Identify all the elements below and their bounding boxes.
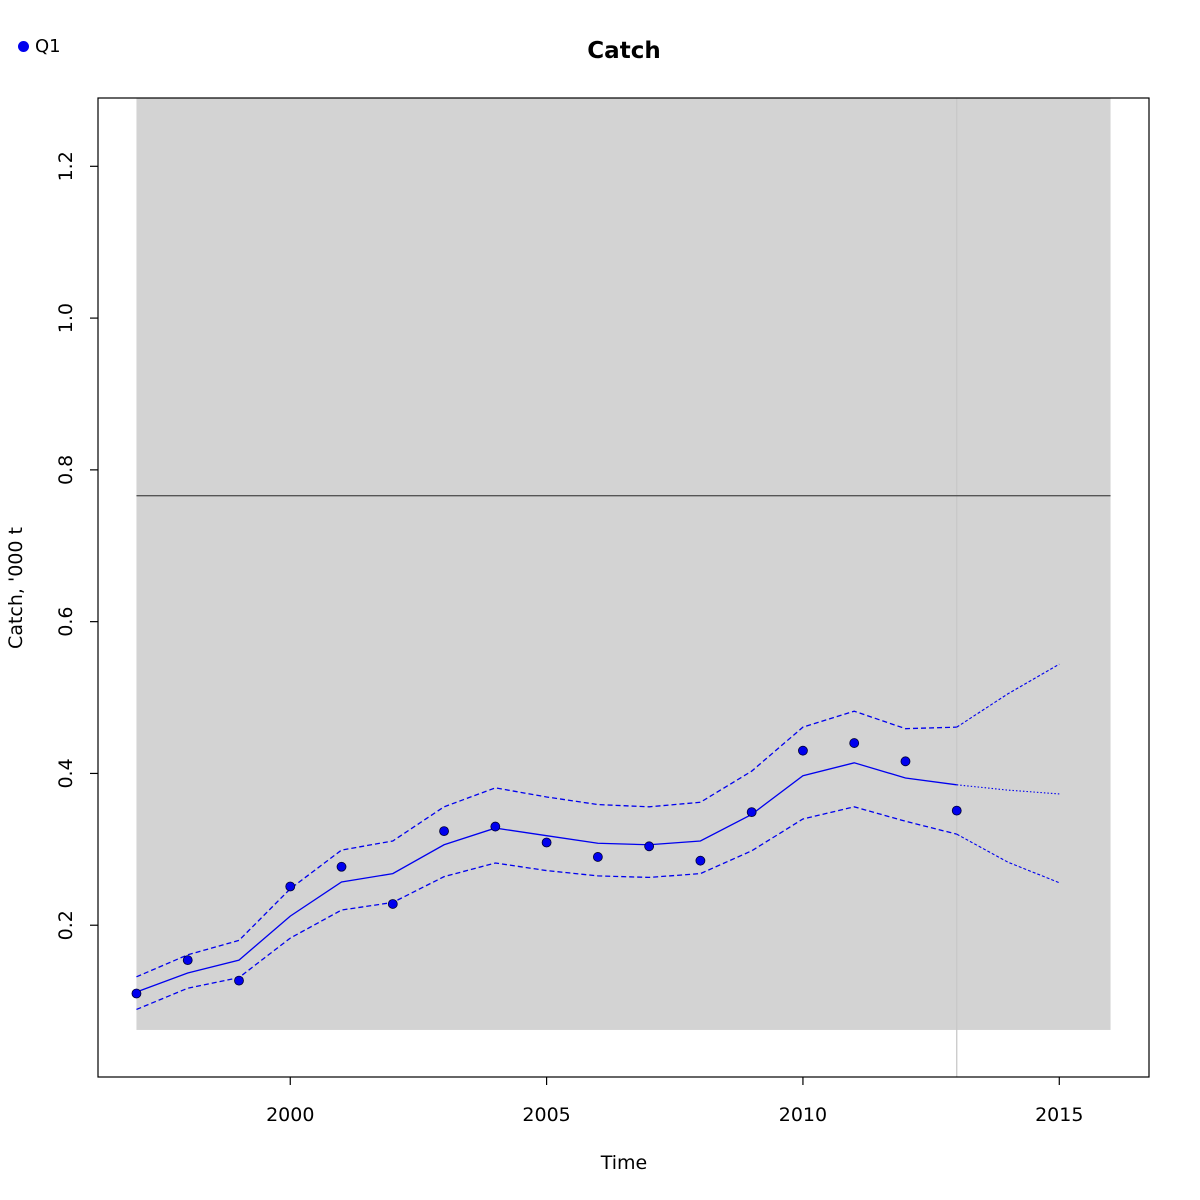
forecast-upper-line — [956, 663, 1060, 728]
data-point — [695, 855, 706, 866]
data-point — [900, 756, 911, 767]
plot-frame — [97, 97, 1150, 1078]
data-point — [541, 837, 552, 848]
upper-bound-line — [136, 710, 957, 978]
data-point — [951, 805, 962, 816]
y-axis-label: Catch, '000 t — [5, 527, 27, 649]
data-point — [131, 988, 142, 999]
y-tick-label: 0.4 — [55, 758, 77, 788]
data-point — [798, 745, 808, 756]
fit-line — [136, 762, 957, 993]
data-point — [439, 826, 449, 837]
chart-title: Catch — [587, 38, 660, 64]
data-point — [285, 881, 296, 892]
legend: Q1 — [18, 36, 61, 57]
data-point — [849, 738, 860, 748]
data-point — [234, 975, 244, 986]
y-tick-label: 1.2 — [55, 151, 77, 181]
legend-marker-q1 — [18, 41, 29, 52]
data-point — [592, 852, 603, 862]
data-point — [644, 841, 655, 852]
data-point — [336, 861, 347, 872]
shaded-region — [136, 98, 1111, 1030]
axes: 2000 2005 2010 2015 0.2 0.4 0.6 0.8 1.0 1.2 — [55, 97, 1150, 1126]
x-axis-label: Time — [600, 1152, 648, 1174]
y-tick-label: 0.2 — [55, 910, 77, 940]
x-tick-label: 2015 — [1035, 1104, 1083, 1126]
data-point — [490, 821, 501, 832]
x-tick-label: 2005 — [522, 1104, 570, 1126]
data-point — [387, 899, 398, 909]
y-tick-label: 0.6 — [55, 607, 77, 637]
forecast-lower-line — [956, 833, 1060, 884]
plot-area — [131, 98, 1111, 1077]
legend-label-q1: Q1 — [35, 36, 61, 57]
x-tick-label: 2000 — [266, 1104, 314, 1126]
x-tick-label: 2010 — [779, 1104, 827, 1126]
data-point — [746, 807, 757, 818]
y-tick-label: 0.8 — [55, 455, 77, 485]
y-tick-label: 1.0 — [55, 303, 77, 333]
data-point — [182, 955, 193, 966]
